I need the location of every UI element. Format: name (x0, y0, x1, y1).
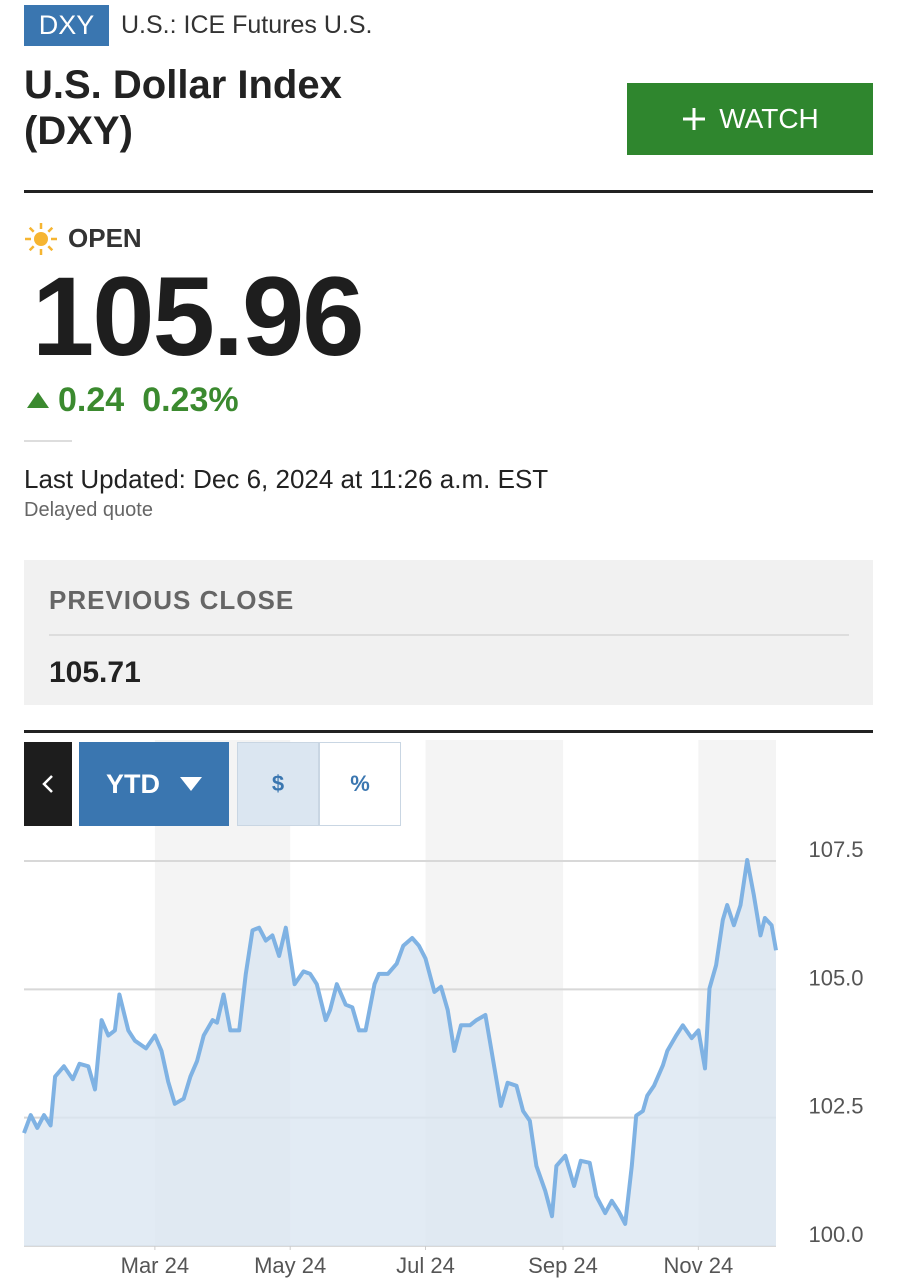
line-area (24, 860, 776, 1246)
chevron-icon (42, 775, 53, 793)
y-tick-label: 105.0 (808, 965, 863, 990)
range-selector[interactable]: YTD (79, 742, 229, 826)
symbol-badge: DXY (24, 5, 109, 46)
previous-close-value: 105.71 (49, 656, 141, 689)
x-tick-label: May 24 (254, 1253, 326, 1278)
previous-close-label: PREVIOUS CLOSE (49, 585, 295, 615)
x-tick-label: Sep 24 (528, 1253, 598, 1278)
range-label: YTD (106, 768, 160, 799)
plus-icon (683, 108, 706, 130)
delay-note: Delayed quote (24, 499, 153, 521)
previous-close-panel (24, 560, 873, 705)
price-mode-button[interactable]: $ (237, 742, 319, 826)
y-tick-label: 107.5 (808, 837, 863, 862)
instrument-title: U.S. Dollar Index (DXY) (24, 63, 342, 153)
percent-mode-button[interactable]: % (319, 742, 401, 826)
change-row: 0.24 0.23% (26, 380, 239, 420)
back-button[interactable] (24, 742, 72, 826)
up-arrow (27, 392, 49, 408)
price-line (22, 858, 778, 1226)
exchange: U.S.: ICE Futures U.S. (121, 11, 373, 39)
divider (24, 730, 873, 733)
dropdown-icon (180, 777, 202, 791)
change-percent: 0.23% (142, 381, 239, 419)
x-tick-label: Nov 24 (664, 1253, 734, 1278)
last-updated: Last Updated: Dec 6, 2024 at 11:26 a.m. … (24, 464, 549, 494)
price: 105.96 (32, 254, 365, 379)
watch-button[interactable]: WATCH (627, 83, 873, 155)
short-divider (24, 440, 72, 442)
x-tick-label: Mar 24 (121, 1253, 189, 1278)
market-status: OPEN (68, 223, 142, 253)
x-tick-label: Jul 24 (396, 1253, 455, 1278)
watch-label: WATCH (719, 103, 819, 134)
y-tick-label: 102.5 (808, 1094, 863, 1119)
panel-divider (49, 634, 849, 636)
divider (24, 190, 873, 193)
sun-icon (25, 223, 57, 255)
y-tick-label: 100.0 (808, 1222, 863, 1247)
change: 0.24 (58, 381, 125, 419)
